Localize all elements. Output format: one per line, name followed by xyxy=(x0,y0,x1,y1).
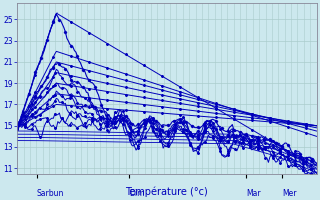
Text: Mer: Mer xyxy=(282,189,297,198)
X-axis label: Température (°c): Température (°c) xyxy=(125,186,208,197)
Text: Sarbun: Sarbun xyxy=(37,189,64,198)
Text: Mar: Mar xyxy=(246,189,261,198)
Text: Dim: Dim xyxy=(130,189,145,198)
